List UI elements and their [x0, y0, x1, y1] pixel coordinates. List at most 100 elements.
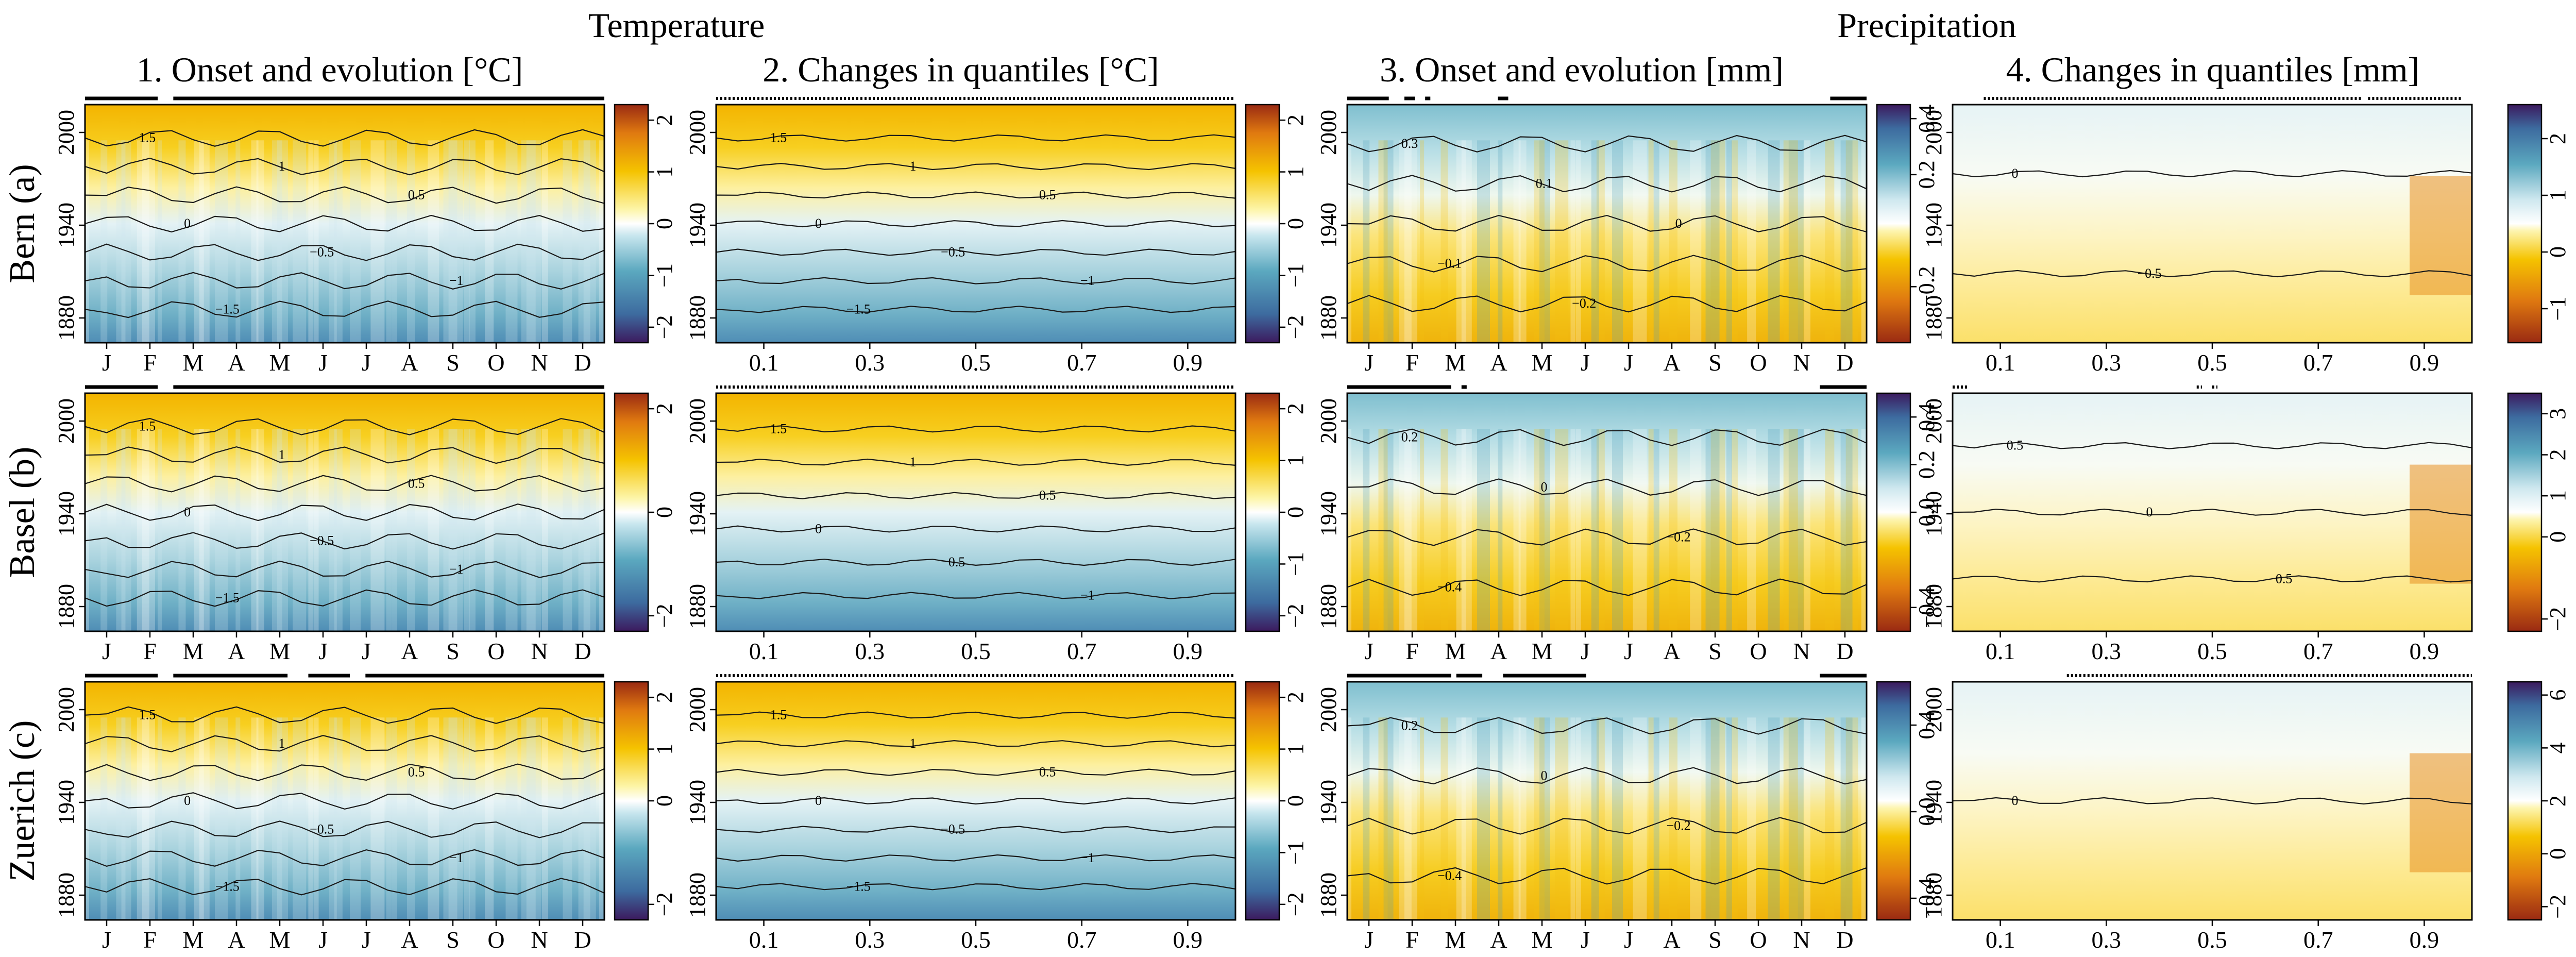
- contour-line: [85, 706, 604, 724]
- heatmap-band: [1383, 717, 1394, 920]
- heatmap-band: [391, 140, 397, 343]
- heatmap-band: [116, 429, 126, 631]
- heatmap-band: [256, 429, 264, 631]
- heatmap-band: [469, 429, 476, 631]
- colorbar-tick-label: 1: [1283, 744, 1308, 755]
- colorbar: −2 0 2: [614, 392, 677, 632]
- x-tick-label: J: [1624, 927, 1633, 953]
- heatmap-band: [85, 717, 89, 920]
- contour-label: 1: [910, 736, 917, 751]
- x-tick-label: 0.1: [1986, 638, 2015, 664]
- x-tick-label: 0.1: [749, 349, 779, 376]
- heatmap-band: [469, 717, 476, 920]
- panel-r2-c1: 1.5 1 0.5 0 −0.5 −1 −1.5 1880 1940 2000 0.1 0.3 0.5 0…: [685, 674, 1308, 953]
- contour-label: 1.5: [139, 419, 156, 434]
- x-tick-label: N: [1793, 638, 1810, 664]
- heatmap-band: [1383, 140, 1394, 343]
- x-tick-label: 0.9: [2410, 349, 2439, 376]
- contour-line: [1953, 797, 2472, 805]
- x-tick-label: S: [1708, 349, 1722, 376]
- heatmap-band: [370, 140, 385, 343]
- heatmap-band: [1591, 717, 1599, 920]
- heatmap-band: [235, 429, 241, 631]
- x-tick-label: 0.9: [2410, 927, 2439, 953]
- contour-label: −0.1: [1437, 256, 1462, 271]
- colorbar-scale: [1245, 681, 1280, 921]
- heatmap-band: [1731, 429, 1738, 631]
- heatmap-band: [251, 140, 259, 343]
- heatmap-band: [293, 140, 307, 343]
- heatmap-band: [308, 140, 313, 343]
- contour-line: [85, 272, 604, 290]
- x-tick-label: 0.3: [855, 349, 885, 376]
- x-tick-label: J: [318, 349, 328, 376]
- contour-label: 0: [2011, 166, 2018, 181]
- heatmap-band: [563, 140, 572, 343]
- heatmap-band: [1726, 717, 1732, 920]
- x-tick-label: D: [1836, 349, 1853, 376]
- colorbar-tick-label: 0: [2545, 246, 2570, 258]
- heatmap-band: [521, 140, 536, 343]
- heatmap-band: [2410, 753, 2472, 872]
- heatmap-band: [443, 429, 457, 631]
- contour-line: [1347, 867, 1867, 885]
- heatmap-band: [277, 429, 288, 631]
- x-tick-label: F: [1405, 927, 1419, 953]
- x-tick-label: M: [269, 927, 291, 953]
- contour-label: −0.5: [2137, 266, 2161, 281]
- colorbar-tick-label: 2: [1283, 114, 1308, 126]
- heatmap-band: [1518, 429, 1527, 631]
- x-tick-label: J: [102, 349, 111, 376]
- x-tick-label: M: [183, 349, 204, 376]
- heatmap-band: [1747, 717, 1756, 920]
- contour-label: −0.2: [1667, 818, 1691, 833]
- x-tick-label: S: [1708, 927, 1722, 953]
- panel-r1-c3: 0.5 0 0.5 1880 1940 2000 0.1 0.3 0.5 0.7 0.9 −2 0 1 2 3: [1921, 385, 2570, 664]
- contour-line: [1347, 214, 1867, 233]
- contour-line: [716, 740, 1235, 748]
- y-tick-label: 1940: [1316, 203, 1341, 248]
- contour-line: [85, 589, 604, 607]
- heatmap-band: [386, 429, 392, 631]
- contour-line: [716, 492, 1235, 499]
- contour-label: −1: [1080, 273, 1095, 288]
- row-label-3: Zuerich (c): [3, 720, 42, 882]
- contour-line: [716, 797, 1235, 805]
- colorbar: −2 −1 0 1 2: [614, 104, 677, 344]
- heatmap-band: [85, 140, 89, 343]
- heatmap-band: [1456, 429, 1466, 631]
- y-tick-label: 2000: [1316, 398, 1341, 444]
- heatmap-band: [428, 429, 439, 631]
- heatmap-band: [313, 717, 319, 920]
- heatmap-band: [1669, 140, 1677, 343]
- heatmap-band: [1399, 717, 1412, 920]
- x-tick-label: J: [1624, 638, 1633, 664]
- contour-line: [716, 220, 1235, 228]
- heatmap-band: [1513, 717, 1521, 920]
- column-title-1: 1. Onset and evolution [°C]: [137, 50, 523, 89]
- contour-label: 0.5: [1039, 765, 1056, 780]
- x-tick-label: A: [228, 927, 245, 953]
- contour-line: [1347, 817, 1867, 835]
- contour-line: [1953, 170, 2472, 178]
- contour-line: [716, 458, 1235, 466]
- colorbar-tick-label: 0: [1283, 218, 1308, 229]
- heatmap-band: [1705, 717, 1720, 920]
- colorbar-tick-label: −2: [1283, 892, 1308, 916]
- colorbar-tick-label: 0.0: [1914, 498, 1939, 527]
- x-tick-label: M: [269, 638, 291, 664]
- colorbar: −2 0 1 2: [614, 681, 677, 921]
- heatmap-band: [1363, 140, 1370, 343]
- heatmap-band: [313, 140, 319, 343]
- heatmap-band: [1648, 140, 1654, 343]
- heatmap-band: [1477, 717, 1490, 920]
- colorbar: −1 0 1 2: [2507, 104, 2570, 344]
- heatmap-band: [464, 429, 470, 631]
- colorbar-scale: [1876, 104, 1911, 344]
- heatmap-band: [158, 717, 162, 920]
- heatmap-band: [1633, 429, 1647, 631]
- heatmap-band: [1534, 429, 1545, 631]
- heatmap-band: [334, 717, 343, 920]
- heatmap-band: [1804, 717, 1811, 920]
- heatmap-band: [235, 717, 241, 920]
